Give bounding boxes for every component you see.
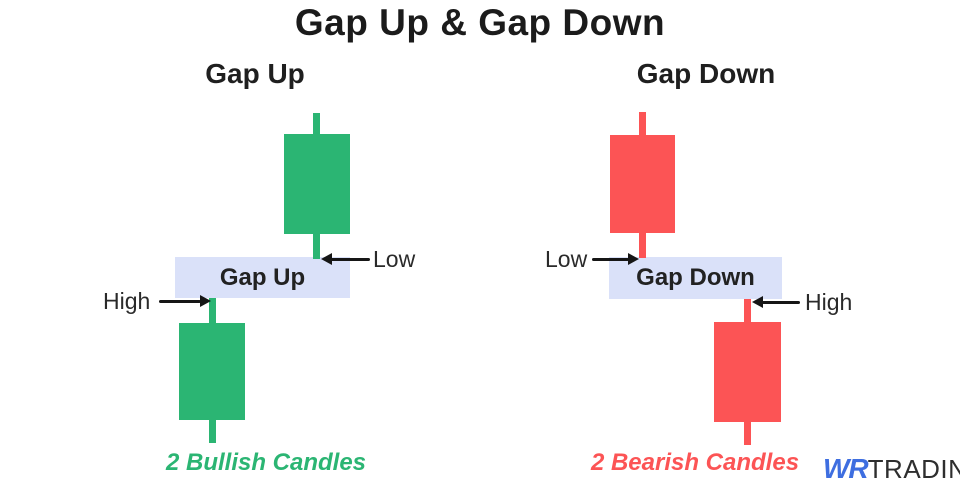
gap-down-band-label: Gap Down [636, 264, 755, 291]
logo-suffix: TRADING [867, 454, 960, 484]
candle-upper-wick [313, 113, 320, 135]
high-label: High [805, 289, 853, 315]
arrow-right-icon [200, 295, 211, 307]
gap-up-band: Gap Up [175, 257, 350, 298]
arrow-right-icon [628, 253, 639, 265]
arrow-line [330, 258, 370, 261]
candle-body [714, 322, 781, 422]
page-title: Gap Up & Gap Down [294, 2, 666, 43]
bullish-caption: 2 Bullish Candles [165, 449, 367, 476]
high-label: High [103, 288, 151, 314]
arrow-line [592, 258, 629, 261]
candle-lower-wick [639, 233, 646, 258]
candle-upper-wick [209, 298, 216, 324]
gap-up-band-label: Gap Up [219, 263, 306, 291]
logo-prefix: WR [823, 453, 869, 484]
candle-lower-wick [744, 422, 751, 445]
arrow-line [159, 300, 201, 303]
candle-body [179, 323, 245, 420]
arrow-line [762, 301, 800, 304]
bearish-caption: 2 Bearish Candles [590, 449, 800, 476]
candle-upper-wick [744, 299, 751, 323]
candle-upper-wick [639, 112, 646, 136]
arrow-left-icon [752, 296, 763, 308]
arrow-left-icon [321, 253, 332, 265]
gap-down-subtitle: Gap Down [636, 58, 776, 89]
candle-lower-wick [209, 420, 216, 443]
candle-body [610, 135, 675, 233]
candle-body [284, 134, 350, 234]
gap-down-band: Gap Down [609, 257, 782, 299]
gap-up-subtitle: Gap Up [205, 58, 305, 89]
low-label: Low [373, 246, 416, 272]
candle-lower-wick [313, 234, 320, 259]
low-label: Low [545, 246, 588, 272]
wr-trading-logo: WRTRADING [823, 453, 960, 485]
